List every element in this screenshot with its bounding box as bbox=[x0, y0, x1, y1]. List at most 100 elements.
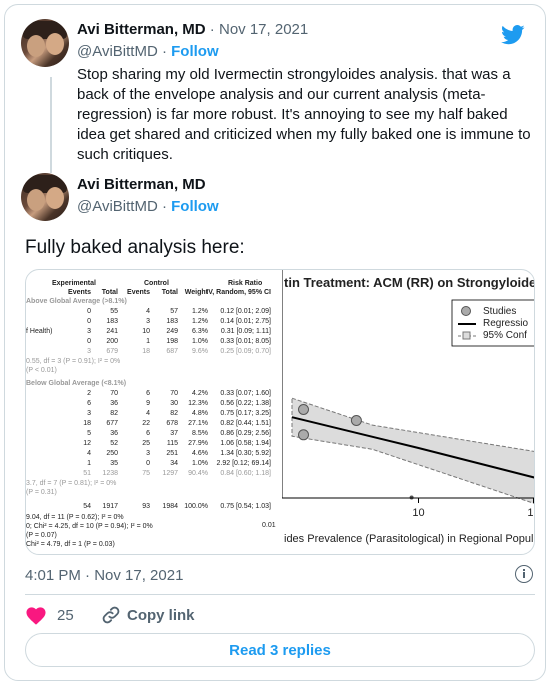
table-cell: 2 bbox=[87, 390, 91, 397]
table-cell: 12.3% bbox=[188, 400, 208, 407]
study-label: f Health) bbox=[26, 328, 53, 335]
table-cell: 0.75 [0.17; 3.25] bbox=[220, 410, 271, 417]
table-cell: 82 bbox=[110, 410, 118, 417]
table-cell: 90.4% bbox=[188, 470, 208, 477]
table-cell: 30 bbox=[170, 400, 178, 407]
meta-regression-chart: tin Treatment: ACM (RR) on Strongyloides… bbox=[282, 270, 535, 545]
table-cell: 0.25 [0.09; 0.70] bbox=[220, 348, 271, 355]
legend-label: Studies bbox=[483, 306, 516, 317]
copy-link-button[interactable]: Copy link bbox=[127, 607, 195, 624]
table-cell: 198 bbox=[166, 338, 178, 345]
column-header: IV, Random, 95% CI bbox=[206, 289, 271, 296]
legend-label: 95% Conf bbox=[483, 330, 527, 341]
tweet-timestamp[interactable]: 4:01 PM · Nov 17, 2021 bbox=[25, 567, 184, 584]
tweet-image[interactable]: Experimental Control Risk Ratio Events Total… bbox=[25, 269, 535, 555]
test-text: (P < 0.01) bbox=[26, 367, 57, 374]
table-cell: 0 bbox=[87, 308, 91, 315]
table-cell: 93 bbox=[142, 503, 150, 510]
x-tick-label: 10 bbox=[412, 507, 424, 519]
tweet-date[interactable]: Nov 17, 2021 bbox=[218, 21, 309, 38]
link-icon[interactable] bbox=[101, 605, 121, 625]
column-header: Weight bbox=[184, 289, 208, 296]
subgroup-title: Above Global Average (>8.1%) bbox=[26, 298, 127, 305]
table-cell: 3 bbox=[146, 450, 150, 457]
footer-text: (P = 0.07) bbox=[26, 532, 57, 539]
table-cell: 1.0% bbox=[192, 460, 208, 467]
table-cell: 27.9% bbox=[188, 440, 208, 447]
subgroup-title: Below Global Average (<8.1%) bbox=[26, 380, 127, 387]
follow-separator: · bbox=[157, 198, 172, 215]
table-cell: 0.75 [0.54; 1.03] bbox=[220, 503, 271, 510]
table-cell: 251 bbox=[166, 450, 178, 457]
table-cell: 100.0% bbox=[184, 503, 208, 510]
table-cell: 12 bbox=[83, 440, 91, 447]
table-cell: 1.2% bbox=[192, 318, 208, 325]
author-handle[interactable]: @AviBittMD bbox=[77, 43, 158, 60]
info-icon[interactable] bbox=[515, 565, 533, 583]
table-cell: 2.92 [0.12; 69.14] bbox=[216, 460, 272, 467]
table-cell: 1.2% bbox=[192, 308, 208, 315]
author-name[interactable]: Avi Bitterman, MD bbox=[77, 176, 206, 193]
table-cell: 1.34 [0.30; 5.92] bbox=[220, 450, 271, 457]
table-cell: 249 bbox=[166, 328, 178, 335]
heart-icon[interactable] bbox=[25, 605, 47, 625]
table-cell: 6 bbox=[146, 430, 150, 437]
read-replies-button[interactable]: Read 3 replies bbox=[25, 633, 535, 667]
date-separator: · bbox=[205, 21, 219, 38]
follow-separator: · bbox=[157, 43, 172, 60]
table-cell: 4 bbox=[146, 410, 150, 417]
confidence-band bbox=[291, 397, 534, 504]
table-cell: 5 bbox=[87, 430, 91, 437]
like-count[interactable]: 25 bbox=[57, 607, 74, 624]
table-cell: 0.31 [0.09; 1.11] bbox=[220, 328, 271, 335]
table-cell: 27.1% bbox=[188, 420, 208, 427]
author-name[interactable]: Avi Bitterman, MD bbox=[77, 21, 206, 38]
table-cell: 4.6% bbox=[192, 450, 208, 457]
table-cell: 51 bbox=[83, 470, 91, 477]
table-cell: 54 bbox=[83, 503, 91, 510]
table-cell: 6 bbox=[146, 390, 150, 397]
study-point bbox=[298, 429, 309, 441]
table-cell: 0.33 [0.07; 1.60] bbox=[220, 390, 271, 397]
table-cell: 0.12 [0.01; 2.09] bbox=[220, 308, 271, 315]
table-cell: 0.84 [0.60; 1.18] bbox=[220, 470, 271, 477]
table-cell: 3 bbox=[87, 410, 91, 417]
table-cell: 4.8% bbox=[192, 410, 208, 417]
table-cell: 1238 bbox=[102, 470, 118, 477]
legend-point-icon bbox=[461, 306, 471, 316]
tweet-text: Fully baked analysis here: bbox=[25, 237, 245, 258]
regression-line bbox=[291, 416, 534, 479]
table-cell: 82 bbox=[170, 410, 178, 417]
avatar[interactable] bbox=[21, 19, 69, 67]
forest-plot-table: Experimental Control Risk Ratio Events Total… bbox=[26, 270, 282, 554]
table-cell: 1 bbox=[87, 460, 91, 467]
table-cell: 52 bbox=[110, 440, 118, 447]
table-cell: 3 bbox=[146, 318, 150, 325]
table-cell: 25 bbox=[142, 440, 150, 447]
axis-tick-label: 0.01 bbox=[262, 522, 276, 529]
heterogeneity-text: 3.7, df = 7 (P = 0.81); I² = 0% bbox=[26, 480, 117, 487]
heterogeneity-text: 0.55, df = 3 (P = 0.91); I² = 0% bbox=[26, 358, 121, 365]
x-axis-label: ides Prevalence (Parasitological) in Reg… bbox=[284, 533, 535, 545]
table-cell: 0.33 [0.01; 8.05] bbox=[220, 338, 271, 345]
avatar[interactable] bbox=[21, 173, 69, 221]
follow-button[interactable]: Follow bbox=[171, 43, 219, 60]
column-header: Control bbox=[144, 280, 169, 287]
column-header: Events bbox=[127, 289, 150, 296]
test-text: (P = 0.31) bbox=[26, 489, 57, 496]
twitter-bird-icon[interactable] bbox=[501, 25, 525, 45]
table-cell: 687 bbox=[166, 348, 178, 355]
table-cell: 18 bbox=[83, 420, 91, 427]
column-header: Total bbox=[101, 289, 118, 296]
table-cell: 0.14 [0.01; 2.75] bbox=[220, 318, 271, 325]
table-cell: 241 bbox=[106, 328, 118, 335]
author-handle[interactable]: @AviBittMD bbox=[77, 198, 158, 215]
table-cell: 4 bbox=[87, 450, 91, 457]
table-cell: 9 bbox=[146, 400, 150, 407]
follow-button[interactable]: Follow bbox=[171, 198, 219, 215]
reply-tweet-text: Stop sharing my old Ivermectin strongylo… bbox=[77, 66, 531, 163]
table-cell: 55 bbox=[110, 308, 118, 315]
tweet-card: Avi Bitterman, MD · Nov 17, 2021 @AviBit… bbox=[4, 4, 546, 681]
thread-line bbox=[50, 77, 52, 173]
table-cell: 183 bbox=[106, 318, 118, 325]
